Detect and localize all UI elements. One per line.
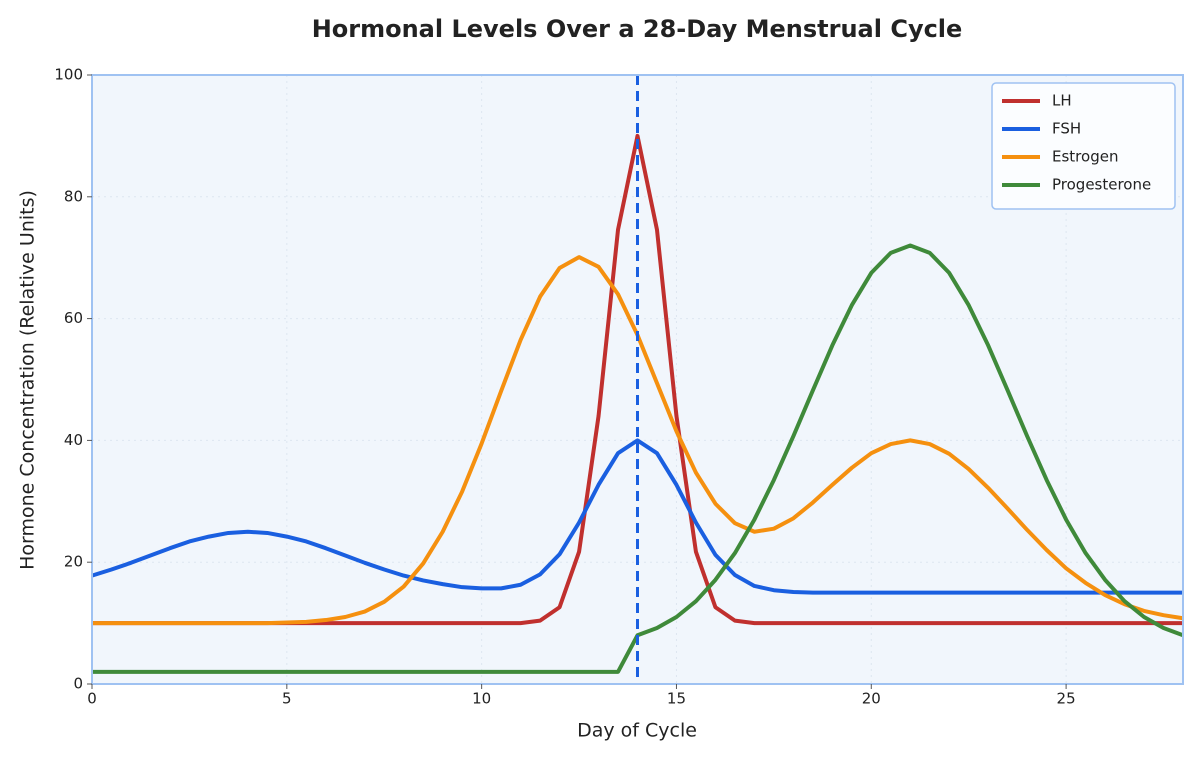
legend-box (991, 82, 1176, 210)
x-tick-label: 15 (667, 690, 686, 708)
y-tick-label: 80 (64, 187, 83, 205)
x-tick-label: 25 (1057, 690, 1076, 708)
legend-label: FSH (1052, 120, 1081, 138)
plot-border (91, 74, 1184, 685)
legend: LH FSH Estrogen Progesterone (991, 82, 1176, 210)
x-tick-label: 10 (472, 690, 491, 708)
chart-title: Hormonal Levels Over a 28-Day Menstrual … (312, 15, 963, 43)
y-tick-label: 100 (54, 66, 83, 84)
x-tick-label: 0 (87, 690, 97, 708)
series-line (91, 438, 1183, 595)
y-tick-label: 20 (64, 553, 83, 571)
lines (91, 75, 1184, 684)
legend-label: Estrogen (1052, 148, 1118, 166)
y-axis-label: Hormone Concentration (Relative Units) (17, 190, 39, 570)
x-tick-label: 5 (282, 690, 292, 708)
x-axis-label: Day of Cycle (577, 720, 697, 742)
y-tick-label: 40 (64, 431, 83, 449)
y-tick-label: 60 (64, 309, 83, 327)
legend-label: Progesterone (1052, 176, 1151, 194)
y-tick-label: 0 (73, 675, 83, 693)
x-tick-label: 20 (862, 690, 881, 708)
legend-label: LH (1052, 92, 1072, 110)
